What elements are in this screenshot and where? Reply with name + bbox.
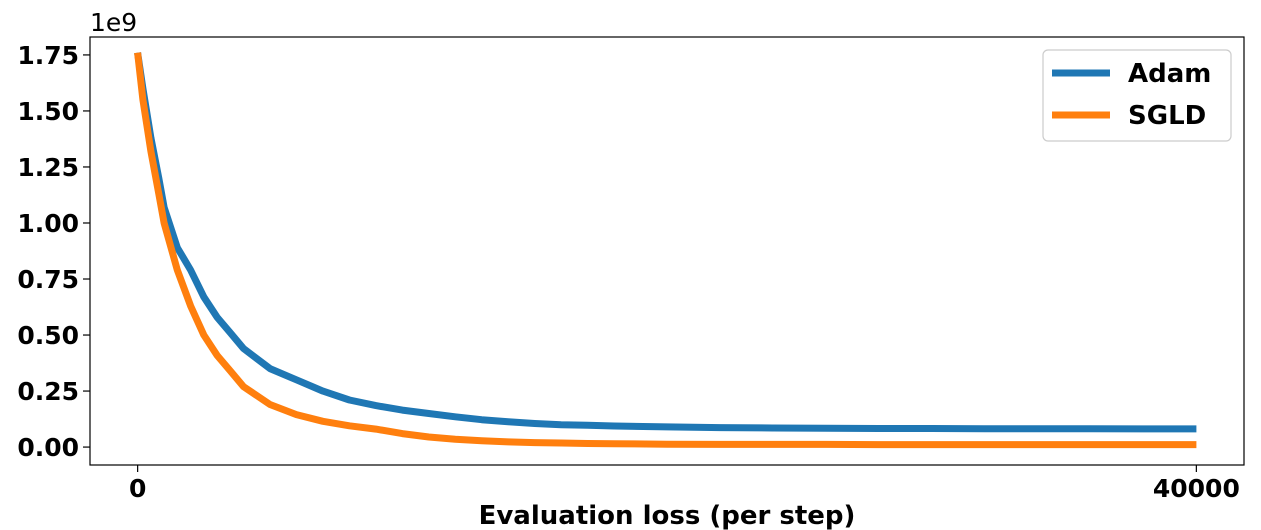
y-tick-label: 0.25 [17, 377, 79, 406]
y-axis: 0.00 0.25 0.50 0.75 1.00 1.25 1.50 1.75 [17, 41, 90, 462]
axes-frame [89, 36, 1245, 466]
y-tick-label: 0.00 [17, 433, 79, 462]
x-axis-label: Evaluation loss (per step) [479, 501, 856, 530]
y-tick-label: 1.00 [17, 209, 79, 238]
x-axis: 0 40000 [129, 465, 1240, 503]
series-layer [134, 52, 1197, 449]
legend-label-sgld: SGLD [1128, 101, 1206, 131]
y-tick-label: 1.25 [17, 153, 79, 182]
series-line-sgld [134, 52, 1197, 449]
legend: Adam SGLD [1042, 49, 1232, 142]
y-offset-text: 1e9 [90, 8, 137, 37]
y-tick-label: 0.50 [17, 321, 79, 350]
x-tick-label: 40000 [1153, 474, 1240, 503]
legend-label-adam: Adam [1128, 59, 1211, 89]
y-tick-label: 1.50 [17, 97, 79, 126]
x-tick-label: 0 [129, 474, 146, 503]
series-line-adam [134, 52, 1197, 433]
y-tick-label: 0.75 [17, 265, 79, 294]
y-tick-label: 1.75 [17, 41, 79, 70]
